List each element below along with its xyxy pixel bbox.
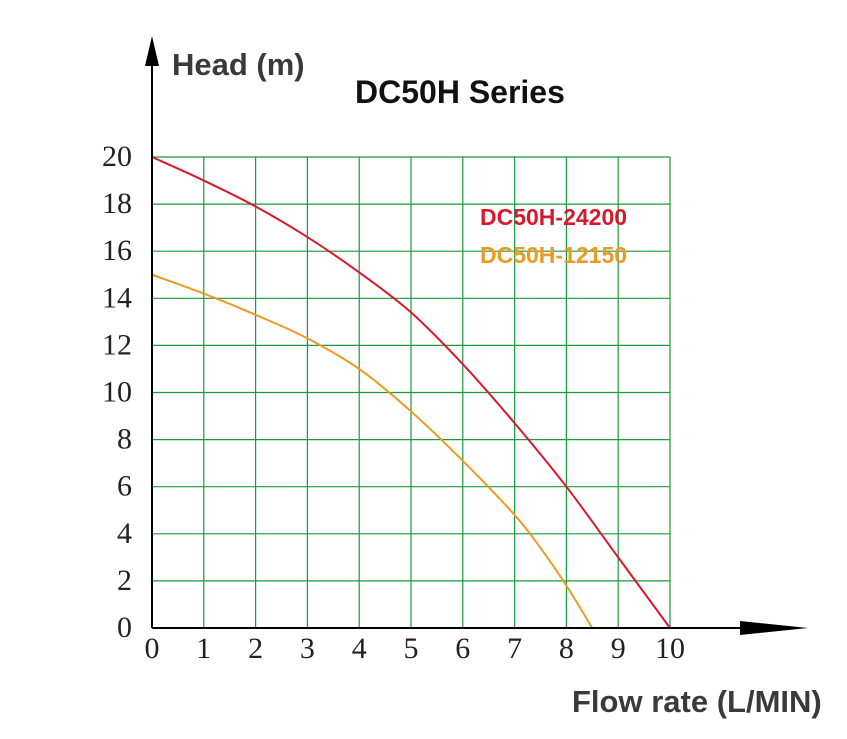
- legend-entry: DC50H-12150: [480, 242, 627, 268]
- series-line-DC50H-12150: [151, 273, 594, 629]
- series-layer: [151, 156, 671, 629]
- y-tick-label: 18: [102, 187, 132, 220]
- y-axis-label: Head (m): [172, 47, 305, 82]
- x-tick-label: 8: [559, 632, 574, 665]
- x-tick-label: 10: [655, 632, 685, 665]
- chart-title: DC50H Series: [355, 74, 565, 110]
- y-tick-label: 2: [117, 564, 132, 597]
- x-tick-label: 1: [196, 632, 211, 665]
- y-tick-label: 6: [117, 470, 132, 503]
- y-tick-label: 10: [102, 376, 132, 409]
- y-tick-label: 12: [102, 328, 132, 361]
- x-tick-label: 7: [507, 632, 522, 665]
- y-tick-label: 0: [117, 611, 132, 644]
- grid-lines: [152, 156, 671, 628]
- x-tick-label: 9: [611, 632, 626, 665]
- y-tick-label: 8: [117, 423, 132, 456]
- y-tick-label: 20: [102, 140, 132, 173]
- y-axis-arrow: [145, 36, 159, 66]
- x-tick-label: 3: [300, 632, 315, 665]
- x-tick-label: 2: [248, 632, 263, 665]
- series-line-DC50H-24200: [151, 156, 671, 629]
- y-tick-label: 14: [102, 281, 132, 314]
- x-tick-label: 4: [352, 632, 367, 665]
- axes: [145, 36, 808, 635]
- y-tick-label: 4: [117, 517, 132, 550]
- x-axis-label: Flow rate (L/MIN): [572, 684, 822, 719]
- x-tick-label: 6: [455, 632, 470, 665]
- legend: DC50H-24200 DC50H-12150: [480, 204, 627, 268]
- y-tick-label: 16: [102, 234, 132, 267]
- x-tick-label: 5: [404, 632, 419, 665]
- x-tick-label: 0: [145, 632, 160, 665]
- legend-entry: DC50H-24200: [480, 204, 627, 230]
- x-axis-arrow: [740, 621, 808, 635]
